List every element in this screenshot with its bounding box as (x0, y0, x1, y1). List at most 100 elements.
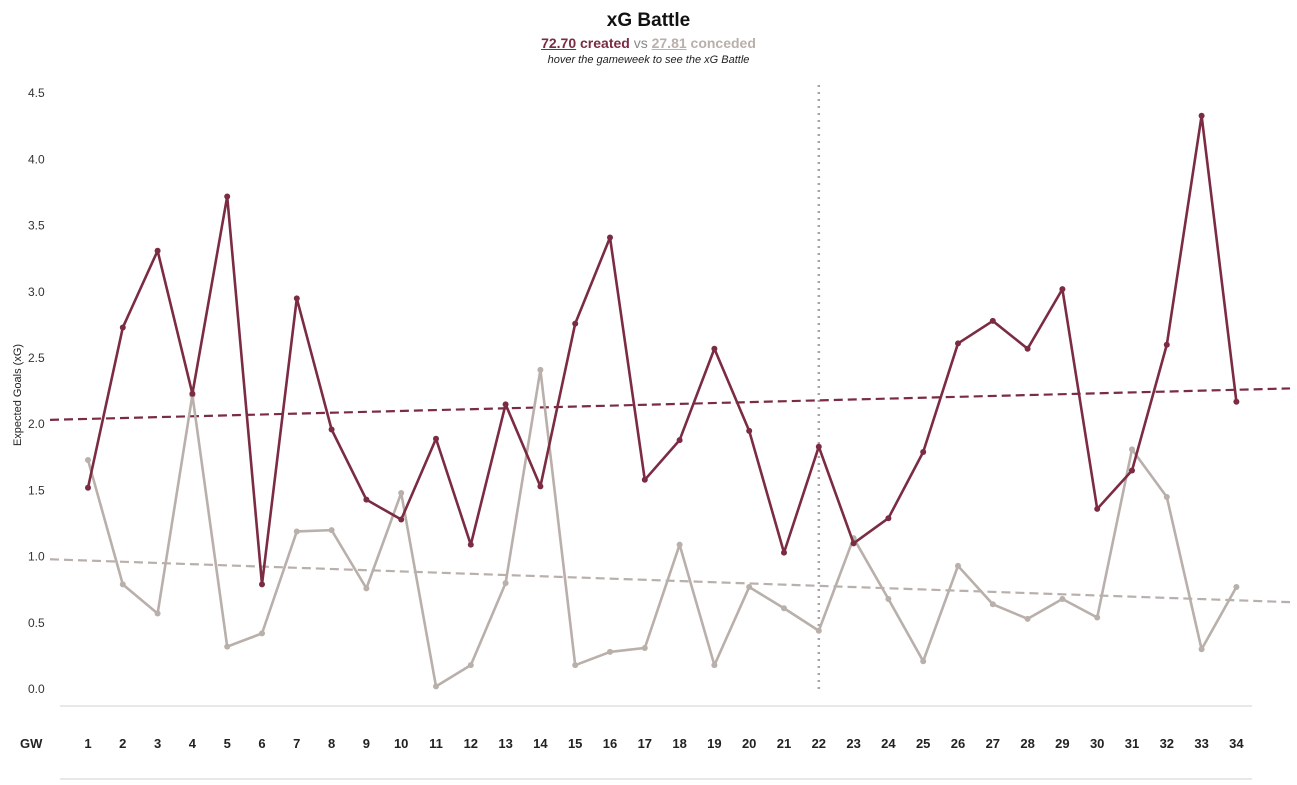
gameweek-label[interactable]: 5 (224, 736, 231, 751)
data-point-conceded[interactable] (502, 580, 509, 587)
x-axis[interactable]: 1 2 3 4 5 6 7 8 9 10 11 12 13 14 15 16 17 18 19 20 21 22 23 24 2… (84, 736, 1244, 751)
data-point-created[interactable] (224, 193, 231, 200)
data-point-conceded[interactable] (119, 581, 126, 588)
gameweek-label[interactable]: 8 (328, 736, 335, 751)
data-point-created[interactable] (885, 515, 892, 522)
gameweek-label[interactable]: 19 (707, 736, 721, 751)
data-point-conceded[interactable] (1059, 595, 1066, 602)
data-point-conceded[interactable] (398, 490, 405, 497)
gameweek-label[interactable]: 7 (293, 736, 300, 751)
gameweek-label[interactable]: 17 (638, 736, 652, 751)
gameweek-label[interactable]: 11 (429, 736, 443, 751)
data-point-conceded[interactable] (85, 456, 91, 463)
data-point-conceded[interactable] (885, 595, 892, 602)
data-point-conceded[interactable] (1163, 494, 1170, 501)
gameweek-label[interactable]: 12 (464, 736, 478, 751)
data-point-created[interactable] (1024, 345, 1031, 352)
data-point-conceded[interactable] (746, 584, 753, 591)
data-point-conceded[interactable] (467, 662, 474, 669)
gameweek-label[interactable]: 33 (1194, 736, 1208, 751)
data-point-created[interactable] (781, 549, 787, 556)
data-point-conceded[interactable] (259, 630, 265, 637)
data-point-created[interactable] (502, 401, 509, 408)
gameweek-label[interactable]: 24 (881, 736, 896, 751)
gameweek-label[interactable]: 31 (1125, 736, 1139, 751)
data-point-conceded[interactable] (815, 627, 822, 634)
gameweek-label[interactable]: 27 (986, 736, 1000, 751)
data-point-created[interactable] (989, 317, 996, 324)
data-point-conceded[interactable] (920, 658, 927, 665)
data-point-conceded[interactable] (989, 601, 996, 608)
gameweek-label[interactable]: 13 (498, 736, 512, 751)
data-point-conceded[interactable] (1233, 584, 1240, 591)
gameweek-label[interactable]: 18 (672, 736, 686, 751)
data-point-created[interactable] (363, 496, 370, 503)
data-point-created[interactable] (920, 449, 927, 456)
data-point-created[interactable] (676, 437, 683, 444)
data-point-created[interactable] (1198, 112, 1205, 119)
data-point-created[interactable] (398, 516, 405, 523)
gameweek-label[interactable]: 4 (189, 736, 197, 751)
data-point-conceded[interactable] (676, 541, 683, 548)
gameweek-label[interactable]: 6 (258, 736, 265, 751)
gameweek-label[interactable]: 34 (1229, 736, 1244, 751)
data-point-conceded[interactable] (955, 562, 961, 569)
data-point-created[interactable] (1163, 341, 1170, 348)
data-point-created[interactable] (467, 541, 474, 548)
data-point-created[interactable] (815, 443, 822, 450)
data-point-created[interactable] (572, 320, 579, 327)
data-point-created[interactable] (259, 581, 265, 588)
data-point-created[interactable] (1233, 398, 1240, 405)
data-point-conceded[interactable] (781, 605, 787, 612)
data-point-conceded[interactable] (1129, 446, 1135, 453)
gameweek-label[interactable]: 23 (846, 736, 860, 751)
gameweek-label[interactable]: 16 (603, 736, 617, 751)
data-point-created[interactable] (154, 247, 161, 254)
data-point-conceded[interactable] (537, 366, 544, 373)
data-point-conceded[interactable] (572, 662, 579, 669)
data-point-conceded[interactable] (607, 648, 613, 655)
gameweek-label[interactable]: 22 (812, 736, 826, 751)
data-point-conceded[interactable] (224, 643, 231, 650)
data-point-created[interactable] (85, 484, 91, 491)
data-point-conceded[interactable] (1198, 646, 1205, 653)
gameweek-label[interactable]: 3 (154, 736, 161, 751)
data-point-created[interactable] (119, 324, 126, 331)
data-point-conceded[interactable] (711, 662, 718, 669)
data-point-created[interactable] (433, 435, 439, 442)
data-point-created[interactable] (955, 340, 961, 347)
gameweek-label[interactable]: 20 (742, 736, 756, 751)
gameweek-label[interactable]: 25 (916, 736, 930, 751)
gameweek-label[interactable]: 15 (568, 736, 582, 751)
data-point-created[interactable] (1059, 286, 1066, 293)
data-point-created[interactable] (711, 345, 718, 352)
data-point-conceded[interactable] (433, 683, 439, 690)
data-point-conceded[interactable] (293, 528, 300, 535)
gameweek-label[interactable]: 21 (777, 736, 791, 751)
gameweek-label[interactable]: 10 (394, 736, 408, 751)
gameweek-label[interactable]: 32 (1160, 736, 1174, 751)
data-point-conceded[interactable] (641, 644, 648, 651)
data-point-created[interactable] (293, 295, 300, 302)
data-point-created[interactable] (1094, 505, 1101, 512)
data-point-created[interactable] (746, 427, 753, 434)
gameweek-label[interactable]: 29 (1055, 736, 1069, 751)
data-point-created[interactable] (328, 426, 335, 433)
data-point-created[interactable] (850, 540, 857, 547)
gameweek-label[interactable]: 14 (533, 736, 548, 751)
data-point-created[interactable] (537, 483, 544, 490)
gameweek-label[interactable]: 28 (1020, 736, 1034, 751)
data-point-conceded[interactable] (1094, 614, 1101, 621)
gameweek-label[interactable]: 30 (1090, 736, 1104, 751)
data-point-conceded[interactable] (328, 527, 335, 534)
data-point-created[interactable] (607, 234, 613, 241)
data-point-created[interactable] (1129, 467, 1135, 474)
data-point-conceded[interactable] (154, 610, 161, 617)
data-point-created[interactable] (641, 476, 648, 483)
data-point-conceded[interactable] (1024, 615, 1031, 622)
data-point-created[interactable] (189, 390, 196, 397)
gameweek-label[interactable]: 2 (119, 736, 126, 751)
gameweek-label[interactable]: 1 (84, 736, 91, 751)
gameweek-label[interactable]: 26 (951, 736, 965, 751)
gameweek-label[interactable]: 9 (363, 736, 370, 751)
